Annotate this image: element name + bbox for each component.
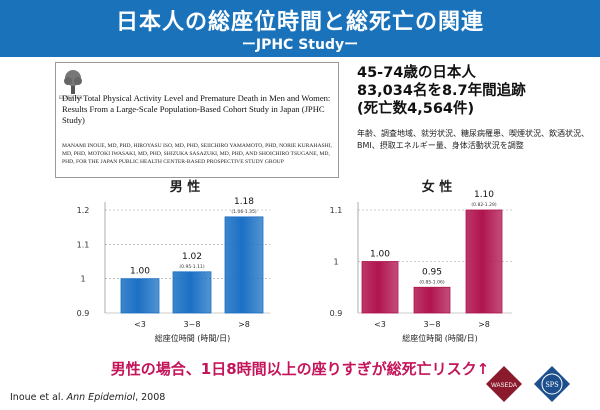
category-label-1-2: >8: [478, 320, 490, 329]
page-title: 日本人の総座位時間と総死亡の関連: [115, 10, 484, 35]
x-axis-label-1: 総座位時間 (時間/日): [402, 333, 477, 343]
elsevier-tree-icon: [64, 70, 82, 94]
title-bar: 日本人の総座位時間と総死亡の関連 ーJPHC Studyー: [0, 0, 600, 57]
study-deaths: (死亡数4,564件): [357, 101, 475, 117]
bar-1-2: [465, 209, 503, 314]
value-label-0-0: 1.00: [130, 267, 150, 277]
x-axis-label-0: 総座位時間 (時間/日): [155, 333, 230, 343]
citation-authors: Inoue et al.: [10, 392, 67, 403]
value-label-1-1: 0.95: [422, 267, 442, 277]
value-label-0-1: 1.02: [182, 252, 202, 262]
study-followup: 83,034名を8.7年間追跡: [357, 83, 526, 99]
study-summary: 45-74歳の日本人 83,034名を8.7年間追跡 (死亡数4,564件): [357, 64, 597, 118]
elsevier-logo-text: ELSEVIER: [59, 96, 83, 101]
y-tick-label-1-2: 1.1: [330, 206, 343, 215]
charts-canvas: 男 性 0.9 1 1.1 1.2 1.00 <3 1.02 (0.95-1.11) 3~8 1.1…: [77, 179, 512, 343]
y-tick-label-0-1: 1: [80, 275, 85, 284]
waseda-logo-icon: WASEDA: [486, 366, 522, 402]
bar-1-0: [361, 261, 399, 314]
chart-title-1: 女 性: [422, 179, 453, 195]
adjustment-note: 年齢、調査地域、就労状況、糖尿病罹患、喫煙状況、飲酒状況、BMI、摂取エネルギー…: [357, 129, 589, 150]
category-label-1-0: <3: [374, 320, 386, 329]
category-label-0-1: 3~8: [184, 320, 201, 329]
y-tick-label-0-2: 1.1: [77, 240, 90, 249]
citation-year: , 2008: [135, 392, 166, 403]
y-tick-label-1-0: 0.9: [330, 309, 343, 318]
bar-0-0: [120, 278, 160, 314]
sps-logo-icon: SPS: [534, 366, 570, 402]
bar-1-1: [413, 286, 451, 314]
conclusion-text: 男性の場合、1日8時間以上の座りすぎが総死亡リスク↑: [110, 360, 490, 378]
citation: Inoue et al. Ann Epidemiol, 2008: [10, 392, 165, 403]
value-label-0-2: 1.18: [234, 197, 254, 207]
bar-0-2: [224, 216, 264, 314]
value-label-1-2: 1.10: [474, 190, 494, 200]
y-tick-label-1-1: 1: [333, 258, 338, 267]
category-label-0-0: <3: [134, 320, 146, 329]
paper-citation-box: ELSEVIER Daily Total Physical Activity L…: [55, 62, 339, 178]
ci-label-1-1: (0.85-1.06): [419, 279, 444, 285]
ci-label-0-1: (0.95-1.11): [179, 264, 204, 270]
value-label-1-0: 1.00: [370, 250, 390, 260]
sps-logo-text: SPS: [545, 380, 558, 389]
waseda-logo-text: WASEDA: [491, 383, 517, 389]
category-label-0-2: >8: [238, 320, 250, 329]
ci-label-0-2: (1.06-1.35): [231, 209, 256, 215]
page-subtitle: ーJPHC Studyー: [241, 37, 359, 53]
y-tick-label-0-0: 0.9: [77, 309, 90, 318]
study-population: 45-74歳の日本人: [357, 65, 476, 81]
category-label-1-1: 3~8: [424, 320, 441, 329]
paper-title: Daily Total Physical Activity Level and …: [62, 93, 331, 125]
y-tick-label-0-3: 1.2: [77, 206, 90, 215]
citation-journal: Ann Epidemiol: [66, 392, 136, 403]
chart-title-0: 男 性: [170, 179, 201, 195]
ci-label-1-2: (0.82-1.29): [471, 202, 496, 208]
paper-authors: Manami Inoue, MD, PhD, Hiroyasu Iso, MD,…: [62, 143, 332, 165]
bar-0-1: [172, 271, 212, 314]
